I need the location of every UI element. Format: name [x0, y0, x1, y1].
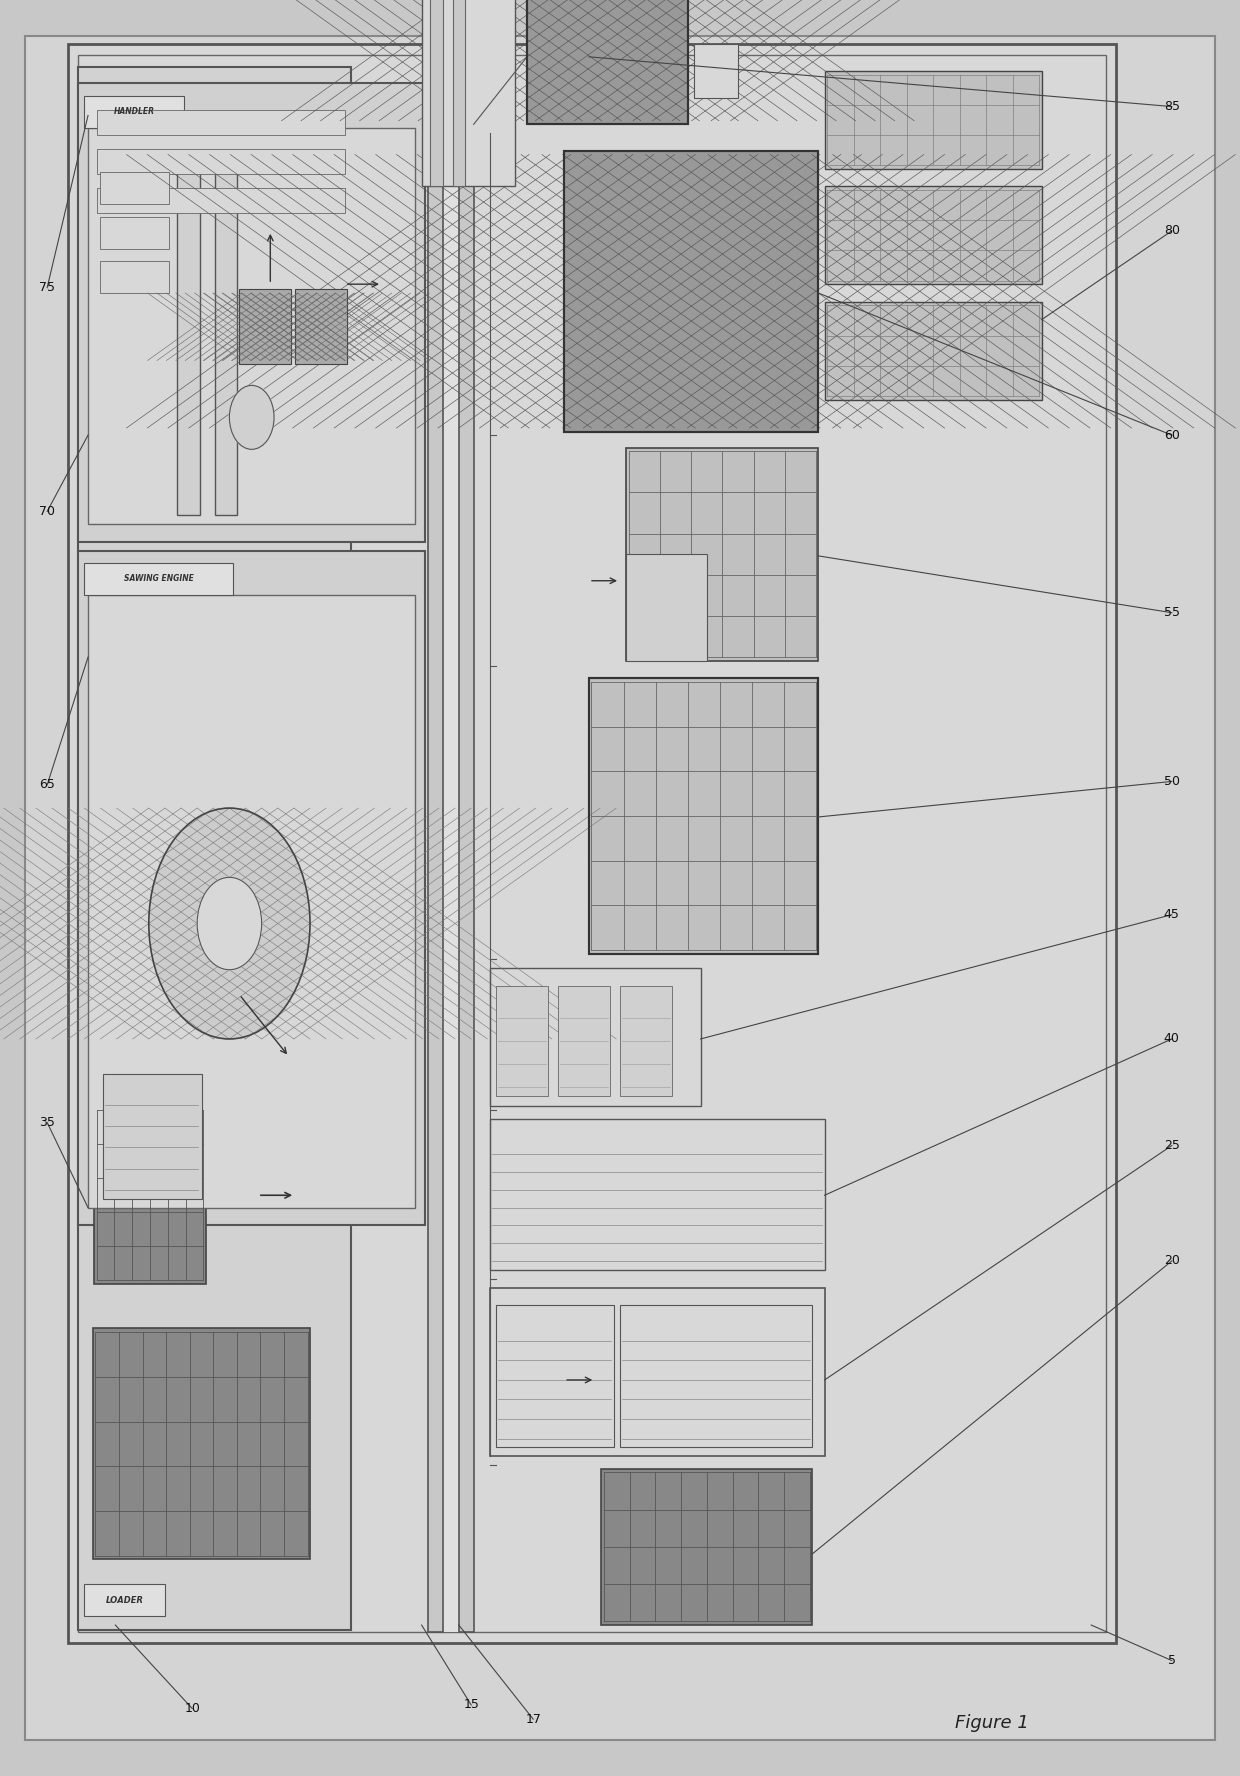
Text: 70: 70 [40, 504, 55, 519]
Bar [527, 0, 688, 124]
Bar [100, 261, 169, 293]
Bar [527, 0, 688, 124]
Bar [100, 217, 169, 249]
Circle shape [197, 877, 262, 970]
Text: LOADER: LOADER [107, 1595, 144, 1606]
Bar [490, 968, 701, 1106]
Text: 50: 50 [1164, 774, 1179, 789]
Bar [97, 149, 345, 174]
Text: 85: 85 [1164, 99, 1179, 114]
Text: Figure 1: Figure 1 [955, 1714, 1029, 1732]
Bar [78, 67, 351, 1630]
Bar [428, 55, 443, 1632]
Bar [239, 289, 291, 364]
Bar [68, 44, 1116, 1643]
Bar [490, 1288, 825, 1456]
Bar [100, 172, 169, 204]
Circle shape [149, 808, 310, 1039]
Text: 20: 20 [1164, 1254, 1179, 1268]
Bar [88, 128, 415, 524]
Bar [88, 595, 415, 1208]
Bar [84, 1584, 165, 1616]
Bar [620, 1305, 812, 1447]
Text: SAWING ENGINE: SAWING ENGINE [124, 574, 193, 584]
Bar [93, 1328, 310, 1559]
Bar [84, 563, 233, 595]
Text: 60: 60 [1164, 428, 1179, 442]
Bar [94, 1106, 206, 1284]
Bar [430, 0, 443, 186]
Bar [453, 0, 465, 186]
Text: 15: 15 [464, 1698, 479, 1712]
Bar [626, 554, 707, 661]
Bar [177, 155, 200, 515]
Bar [459, 55, 474, 1632]
Bar [601, 1469, 812, 1625]
Bar [97, 110, 345, 135]
Bar [97, 188, 345, 213]
Text: 25: 25 [1164, 1138, 1179, 1153]
Bar [103, 1074, 202, 1199]
Bar [78, 551, 425, 1225]
Bar [295, 289, 347, 364]
Bar [589, 678, 818, 954]
Bar [564, 151, 818, 432]
Bar [825, 302, 1042, 400]
Text: 5: 5 [1168, 1653, 1176, 1668]
Bar [694, 44, 738, 98]
Bar [825, 186, 1042, 284]
Bar [422, 0, 515, 186]
Bar [443, 55, 459, 1632]
Bar [490, 1119, 825, 1270]
Bar [589, 678, 818, 954]
Bar [825, 71, 1042, 169]
Bar [496, 986, 548, 1096]
Bar [626, 448, 818, 661]
Bar [496, 1305, 614, 1447]
Text: 17: 17 [526, 1712, 541, 1726]
Bar [215, 155, 237, 515]
Bar [84, 96, 184, 128]
Bar [620, 986, 672, 1096]
Text: 10: 10 [185, 1701, 200, 1716]
Circle shape [229, 385, 274, 449]
Text: 40: 40 [1164, 1032, 1179, 1046]
Text: 55: 55 [1164, 606, 1179, 620]
Text: HANDLER: HANDLER [113, 107, 155, 117]
Bar [78, 83, 425, 542]
Text: 65: 65 [40, 778, 55, 792]
Text: 45: 45 [1164, 908, 1179, 922]
Text: 75: 75 [40, 281, 55, 295]
Bar [564, 151, 818, 432]
Bar [78, 55, 1106, 1632]
Text: 80: 80 [1164, 224, 1179, 238]
Text: 35: 35 [40, 1115, 55, 1130]
Bar [558, 986, 610, 1096]
